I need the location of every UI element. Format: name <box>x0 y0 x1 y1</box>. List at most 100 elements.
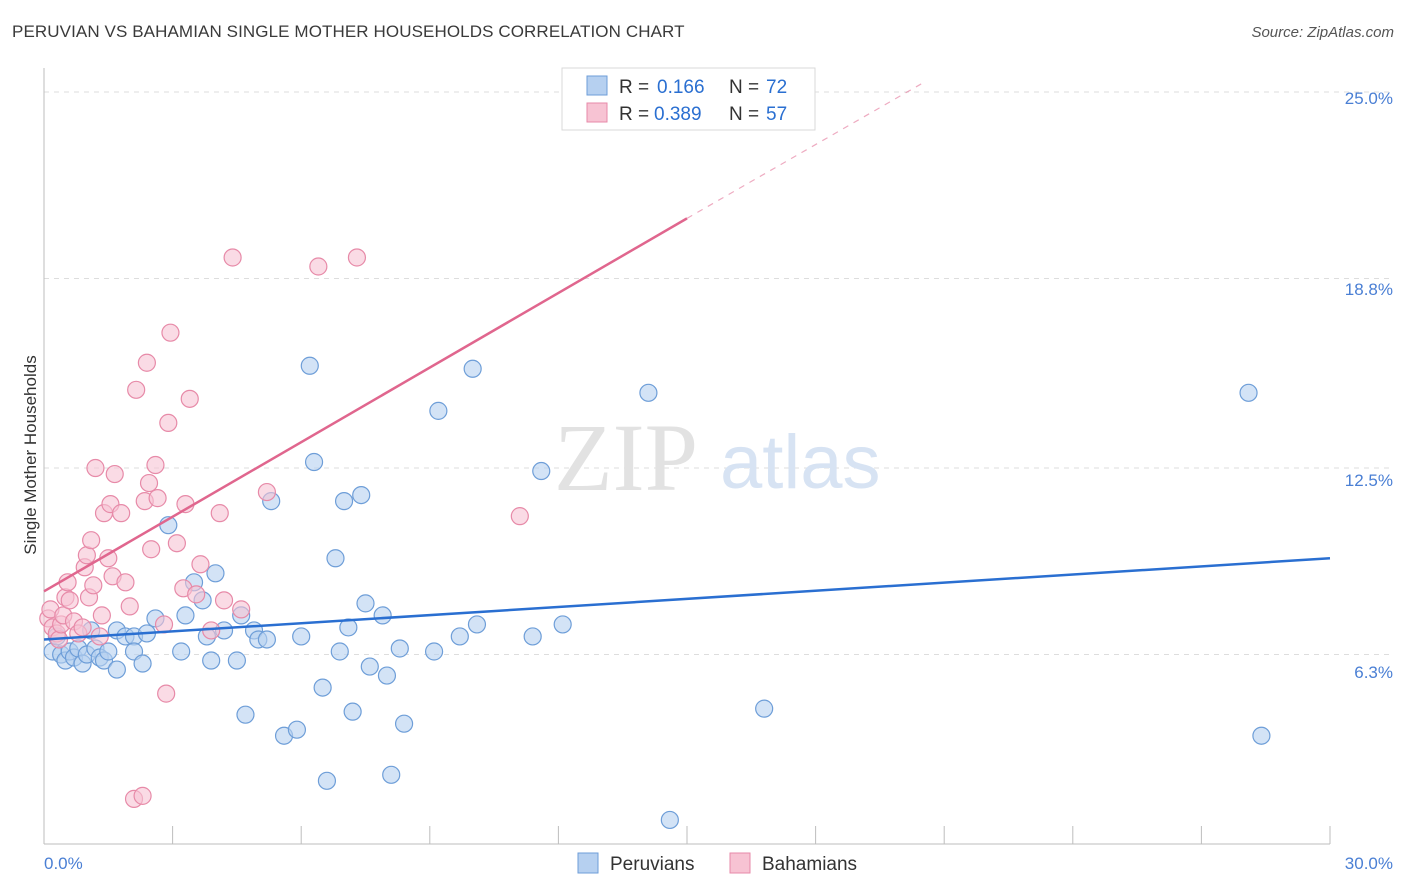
y-tick-label-12-5: 12.5% <box>1345 471 1393 490</box>
peruvian-point-23 <box>172 642 191 661</box>
peruvian-point-41 <box>300 356 319 375</box>
bahamian-point-25 <box>105 464 124 484</box>
legend-n-value-bahamians: 57 <box>766 104 787 125</box>
legend-r-value-bahamians: 0.389 <box>654 104 702 125</box>
bahamian-point-36 <box>146 455 165 475</box>
peruvian-point-44 <box>317 771 337 790</box>
legend-r-value-peruvians: 0.166 <box>657 77 705 98</box>
peruvian-point-39 <box>287 720 307 739</box>
bahamian-point-31 <box>133 786 152 805</box>
chart-title: PERUVIAN VS BAHAMIAN SINGLE MOTHER HOUSE… <box>12 22 685 41</box>
peruvian-point-57 <box>394 714 414 733</box>
peruvian-point-69 <box>1239 383 1258 402</box>
peruvian-point-40 <box>292 627 311 646</box>
peruvian-point-50 <box>352 485 371 505</box>
peruvian-point-33 <box>236 705 255 724</box>
bahamian-point-50 <box>214 591 234 610</box>
trend-lines <box>43 82 1331 641</box>
peruvian-point-52 <box>360 657 379 676</box>
bahamian-point-39 <box>157 684 176 703</box>
bahamian-point-12 <box>73 618 92 637</box>
x-tick-label-30: 30.0% <box>1345 854 1393 873</box>
legend-swatch-peruvians <box>586 75 608 96</box>
bahamian-point-41 <box>161 323 180 342</box>
bahamian-trend-extension <box>686 82 924 219</box>
peruvian-point-64 <box>532 461 551 481</box>
axes <box>43 68 1331 845</box>
bahamian-point-26 <box>112 504 131 523</box>
peruvian-point-45 <box>326 549 345 568</box>
y-tick-label-18-8: 18.8% <box>1345 280 1393 299</box>
y-tick-label-25: 25.0% <box>1345 89 1393 108</box>
bahamian-point-49 <box>210 504 229 523</box>
peruvian-point-59 <box>429 401 448 420</box>
bahamian-point-34 <box>139 473 159 493</box>
peruvian-point-28 <box>202 651 221 670</box>
peruvian-point-13 <box>99 642 118 661</box>
bahamian-point-40 <box>159 413 178 433</box>
watermark-atlas: atlas <box>720 420 881 505</box>
bahamian-point-52 <box>232 600 251 619</box>
bahamian-point-53 <box>257 482 277 502</box>
chart-source: Source: ZipAtlas.com <box>1251 24 1394 41</box>
bahamian-point-20 <box>92 606 111 625</box>
bahamian-point-16 <box>82 531 101 550</box>
peruvian-trend-line <box>43 557 1331 641</box>
peruvian-point-54 <box>377 666 397 685</box>
bahamian-point-46 <box>187 585 206 604</box>
bahamian-point-30 <box>127 380 146 399</box>
bahamian-point-42 <box>167 534 186 553</box>
peruvian-point-24 <box>176 606 195 625</box>
watermark-zip: ZIP <box>554 404 698 511</box>
peruvian-point-63 <box>523 627 542 646</box>
peruvian-point-68 <box>755 699 774 718</box>
peruvian-point-49 <box>343 702 362 721</box>
peruvian-point-58 <box>424 642 444 661</box>
peruvian-point-61 <box>463 359 482 378</box>
watermark: ZIP atlas <box>554 404 881 511</box>
bahamian-point-33 <box>137 353 156 372</box>
bahamian-point-47 <box>191 555 210 574</box>
bahamian-point-27 <box>116 573 135 592</box>
peruvian-point-53 <box>373 606 392 625</box>
legend-n-value-peruvians: 72 <box>766 77 787 98</box>
series-legend: Peruvians Bahamians <box>577 852 857 875</box>
bahamian-point-51 <box>223 248 242 267</box>
series-label-bahamians: Bahamians <box>762 854 857 875</box>
peruvian-point-14 <box>107 660 126 679</box>
peruvian-point-66 <box>639 383 658 402</box>
peruvian-point-51 <box>356 594 375 613</box>
peruvian-point-46 <box>330 642 349 661</box>
series-swatch-bahamians <box>729 852 751 874</box>
bahamian-point-18 <box>86 458 105 478</box>
legend-n-label-peruvians: N = <box>729 77 759 98</box>
legend-n-label-bahamians: N = <box>729 104 759 125</box>
peruvian-point-60 <box>450 627 469 646</box>
series-swatch-peruvians <box>577 852 599 874</box>
peruvian-point-29 <box>206 564 225 583</box>
bahamian-point-9 <box>60 591 79 610</box>
peruvian-point-62 <box>467 615 487 634</box>
peruvian-point-43 <box>313 678 332 697</box>
bahamian-point-14 <box>77 546 96 565</box>
bahamian-point-35 <box>142 540 161 559</box>
legend-swatch-bahamians <box>586 102 608 123</box>
legend-r-label-peruvians: R = <box>619 77 649 98</box>
peruvian-point-55 <box>382 765 401 784</box>
peruvian-point-42 <box>304 452 324 472</box>
bahamian-point-55 <box>347 248 367 267</box>
peruvian-point-47 <box>334 492 354 511</box>
peruvian-point-70 <box>1252 726 1271 745</box>
y-axis-title: Single Mother Households <box>21 355 40 554</box>
legend-r-label-bahamians: R = <box>619 104 649 125</box>
bahamian-point-54 <box>309 257 328 276</box>
data-points <box>39 248 1271 830</box>
bahamian-trend-line <box>43 217 688 593</box>
peruvian-point-31 <box>227 651 246 670</box>
correlation-legend: R = 0.166 N = 72 R = 0.389 N = 57 <box>561 67 816 131</box>
peruvian-point-48 <box>339 618 358 637</box>
peruvian-point-19 <box>133 654 152 673</box>
peruvian-point-56 <box>390 639 409 658</box>
bahamian-point-28 <box>120 597 139 616</box>
